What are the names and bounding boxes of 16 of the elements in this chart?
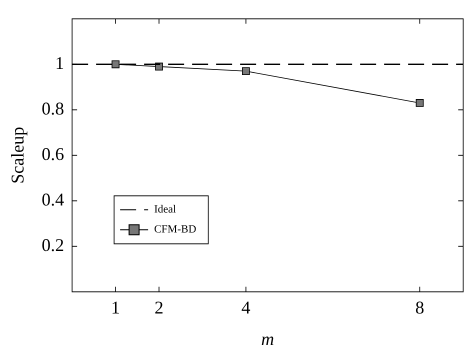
y-tick-label: 0.2 [42,235,64,256]
y-axis-title: Scaleup [8,126,28,184]
x-tick-label: 4 [241,297,250,318]
x-tick-label: 1 [111,297,120,318]
point [112,60,120,68]
x-tick-label: 2 [154,297,164,318]
y-tick-label: 0.6 [42,144,64,164]
point [242,67,250,76]
x-tick-label: 8 [415,297,424,318]
y-tick-label: 0.4 [42,190,64,210]
y-tick-label: 0.8 [42,98,64,119]
x-axis-title: m [261,328,274,349]
y-tick-label: 1 [55,53,64,74]
legend-label: CFM-BD [154,224,196,236]
legend-label: Ideal [154,204,176,216]
point [416,99,424,107]
